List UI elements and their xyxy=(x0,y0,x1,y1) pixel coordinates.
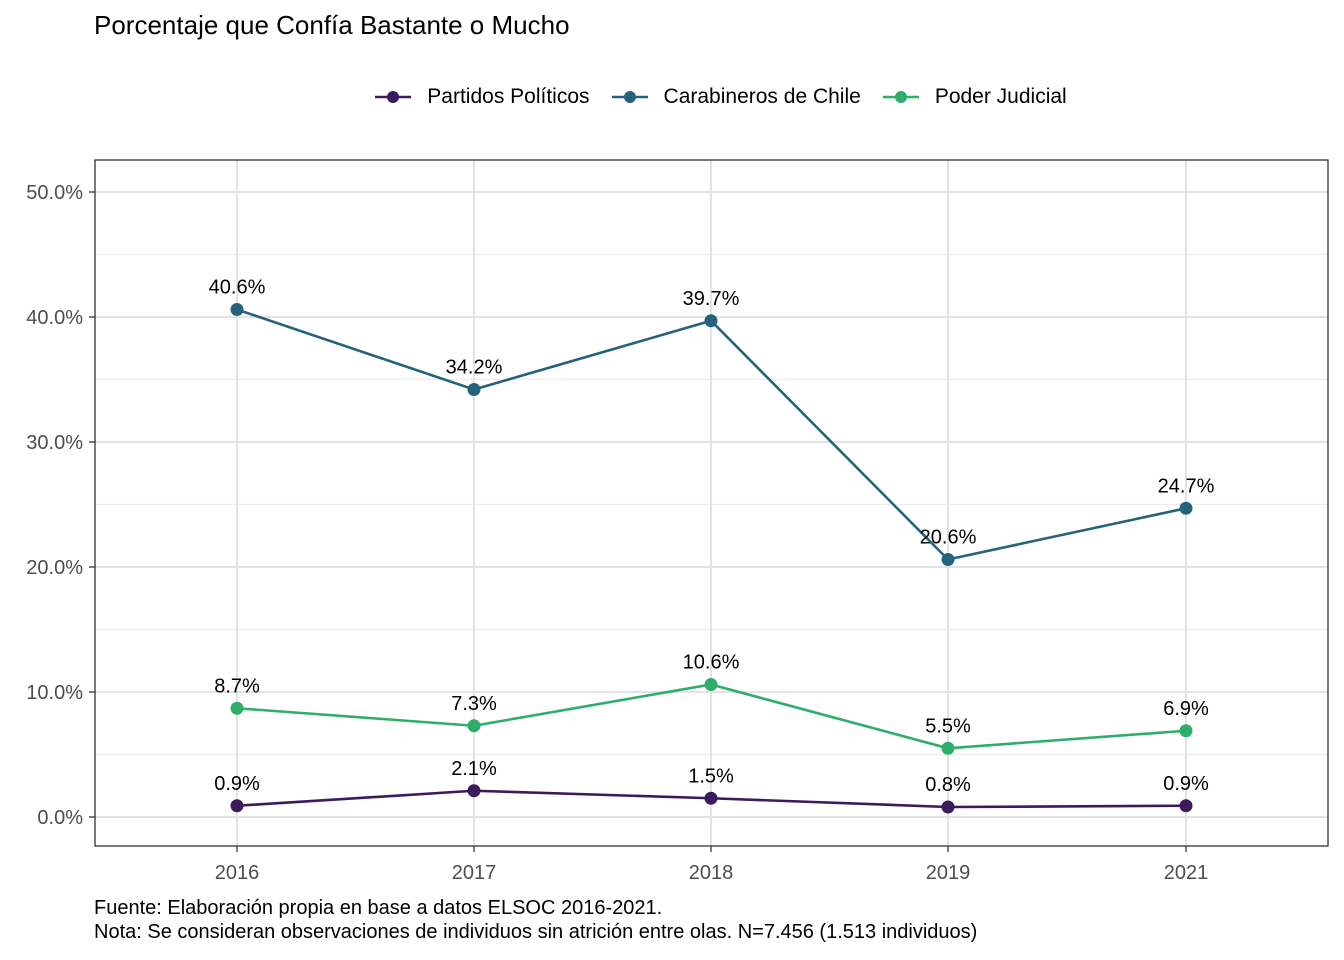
y-tick-label: 20.0% xyxy=(26,557,83,579)
legend-item-carabineros: Carabineros de Chile xyxy=(610,85,861,109)
chart-title: Porcentaje que Confía Bastante o Mucho xyxy=(94,10,570,40)
data-label: 20.6% xyxy=(920,527,977,549)
legend: Partidos Políticos Carabineros de Chile … xyxy=(0,80,1344,114)
y-tick-label: 30.0% xyxy=(26,432,83,454)
data-label: 40.6% xyxy=(209,277,266,299)
x-tick-label: 2016 xyxy=(215,862,260,884)
caption-note: Nota: Se consideran observaciones de ind… xyxy=(94,921,978,943)
data-point xyxy=(1179,724,1193,738)
data-label: 8.7% xyxy=(214,675,260,697)
data-label: 6.9% xyxy=(1163,698,1209,720)
data-label: 7.3% xyxy=(451,693,497,715)
x-tick-label: 2019 xyxy=(926,862,971,884)
data-point xyxy=(467,383,481,396)
caption-source: Fuente: Elaboración propia en base a dat… xyxy=(94,897,663,919)
data-label: 0.8% xyxy=(925,774,971,796)
y-tick-label: 50.0% xyxy=(26,182,83,204)
data-label: 10.6% xyxy=(683,652,740,674)
data-label: 1.5% xyxy=(688,765,734,787)
legend-key-partidos xyxy=(375,91,412,103)
data-point xyxy=(1179,799,1193,813)
data-point xyxy=(704,314,718,328)
data-point xyxy=(230,303,244,316)
legend-item-judicial: Poder Judicial xyxy=(881,85,1067,109)
data-point xyxy=(941,741,955,755)
data-point xyxy=(230,701,244,715)
data-label: 39.7% xyxy=(683,288,740,310)
legend-label-partidos: Partidos Políticos xyxy=(427,85,590,108)
legend-key-judicial xyxy=(882,91,919,103)
x-tick-label: 2021 xyxy=(1164,862,1209,884)
data-label: 0.9% xyxy=(214,773,260,795)
legend-item-partidos: Partidos Políticos xyxy=(373,85,590,109)
data-point xyxy=(704,791,718,805)
data-label: 24.7% xyxy=(1158,475,1215,497)
data-point xyxy=(467,784,481,798)
data-point xyxy=(230,799,244,813)
legend-key-carabineros xyxy=(611,91,648,103)
legend-label-judicial: Poder Judicial xyxy=(934,85,1067,108)
y-tick-label: 40.0% xyxy=(26,307,83,329)
data-point xyxy=(467,719,481,733)
data-point xyxy=(704,678,718,691)
data-label: 34.2% xyxy=(446,357,503,379)
x-tick-label: 2017 xyxy=(452,862,497,884)
legend-label-carabineros: Carabineros de Chile xyxy=(663,85,861,108)
y-tick-label: 10.0% xyxy=(26,682,83,704)
data-label: 0.9% xyxy=(1163,773,1209,795)
data-label: 5.5% xyxy=(925,715,971,737)
x-tick-label: 2018 xyxy=(689,862,734,884)
data-point xyxy=(941,553,955,566)
y-tick-label: 0.0% xyxy=(37,807,83,829)
data-point xyxy=(941,800,955,814)
data-point xyxy=(1179,501,1193,515)
caption: Fuente: Elaboración propia en base a dat… xyxy=(94,896,977,944)
data-label: 2.1% xyxy=(451,758,497,780)
